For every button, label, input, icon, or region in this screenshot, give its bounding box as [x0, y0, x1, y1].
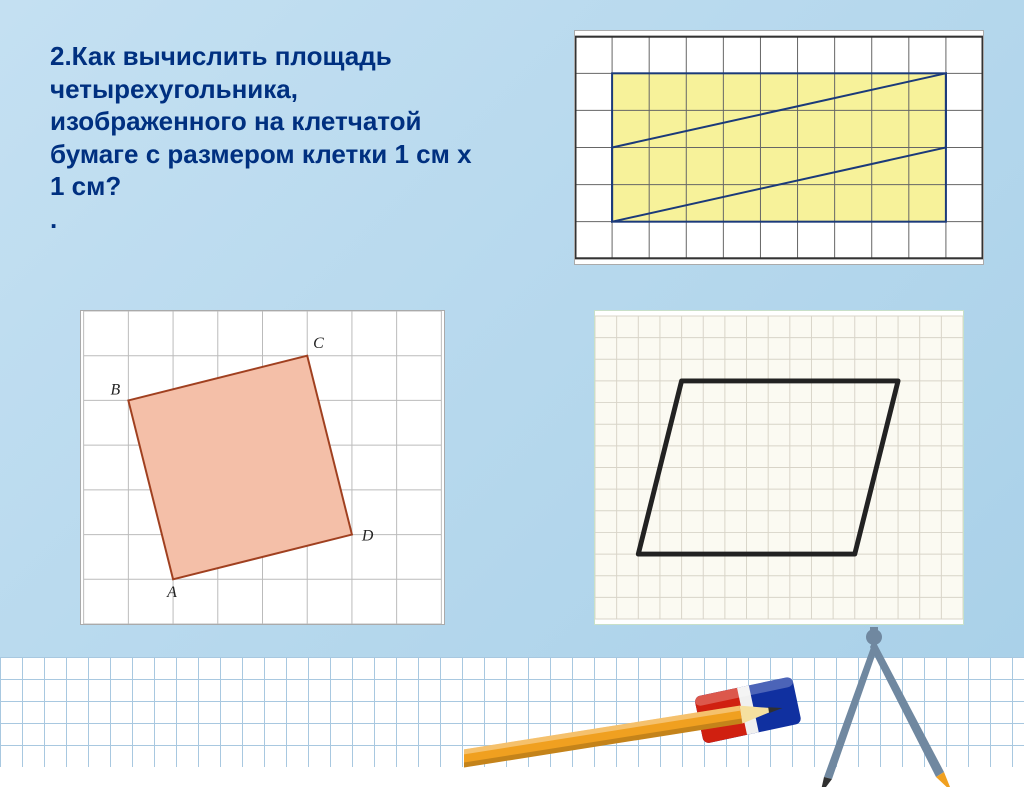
question-body: 2.Как вычислить площадь четырехугольника…: [50, 41, 472, 201]
svg-text:A: A: [166, 584, 177, 601]
figure-parallelogram: [574, 30, 984, 265]
svg-text:D: D: [361, 528, 374, 545]
figure-tilted-square-svg: A B C D: [81, 311, 444, 624]
svg-text:C: C: [313, 335, 324, 352]
stationery-tools: [464, 607, 964, 787]
slide-main-area: 2.Как вычислить площадь четырехугольника…: [0, 0, 1024, 767]
question-trailing-dot: .: [50, 204, 57, 234]
figure-parallelogram-svg: [575, 31, 983, 264]
stationery-svg: [464, 607, 964, 787]
figure-quadrilateral: [594, 310, 964, 625]
figure-tilted-square: A B C D: [80, 310, 445, 625]
slide-root: 2.Как вычислить площадь четырехугольника…: [0, 0, 1024, 767]
svg-text:B: B: [110, 381, 120, 398]
figure-quadrilateral-svg: [595, 311, 963, 624]
question-text: 2.Как вычислить площадь четырехугольника…: [50, 40, 490, 235]
